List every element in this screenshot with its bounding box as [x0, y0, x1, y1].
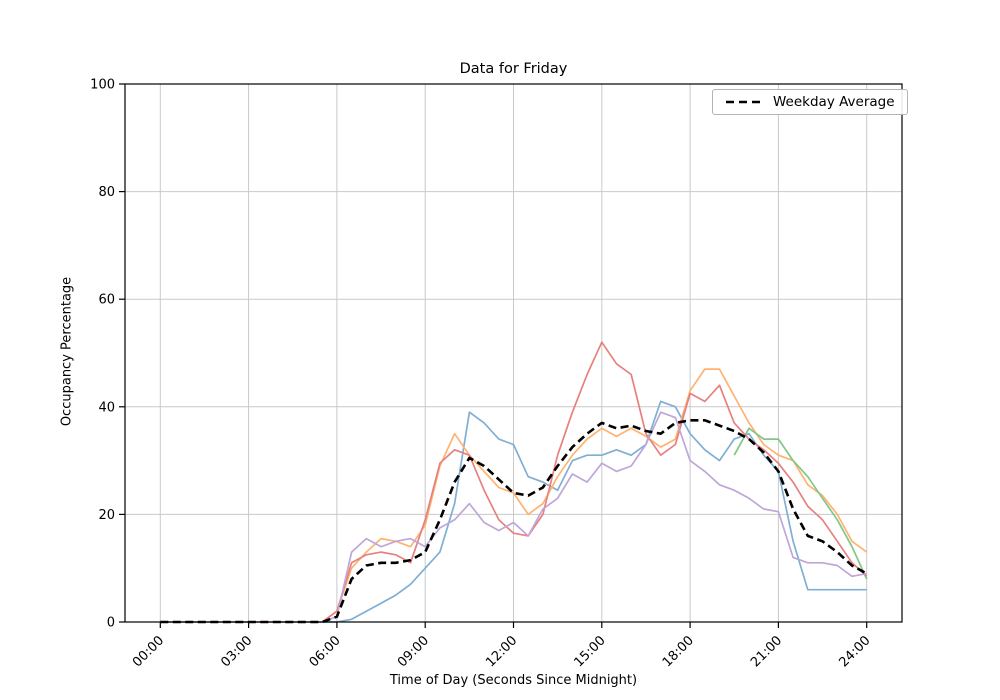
x-tick-label: 24:00 [836, 633, 873, 670]
x-tick-label: 12:00 [483, 633, 520, 670]
x-tick-labels: 00:00 03:00 06:00 09:00 12:00 15:00 18:00 21:00… [130, 633, 874, 670]
x-axis-label: Time of Day (Seconds Since Midnight) [389, 673, 638, 688]
legend-label: Weekday Average [773, 94, 895, 110]
chart-title: Data for Friday [459, 61, 568, 77]
x-tick-label: 15:00 [572, 633, 609, 670]
legend: Weekday Average [712, 89, 908, 115]
x-tick-label: 18:00 [660, 633, 697, 670]
axis-tick-marks [119, 83, 868, 628]
x-tick-label: 00:00 [130, 633, 167, 670]
x-tick-label: 21:00 [748, 633, 785, 670]
x-tick-label: 03:00 [218, 633, 255, 670]
y-tick-label: 0 [107, 616, 115, 631]
x-tick-label: 09:00 [395, 633, 432, 670]
y-tick-labels: 0 20 40 60 80 100 [90, 78, 115, 631]
gridlines [125, 83, 902, 623]
y-tick-label: 80 [98, 185, 115, 200]
y-tick-label: 100 [90, 78, 115, 93]
y-tick-label: 20 [98, 508, 115, 523]
y-tick-label: 60 [98, 293, 115, 308]
y-tick-label: 40 [98, 400, 115, 415]
line-friday-line-green [733, 427, 868, 580]
x-tick-label: 06:00 [307, 633, 344, 670]
legend-dashed-line-sample [726, 100, 762, 104]
y-axis-label: Occupancy Percentage [59, 276, 75, 427]
